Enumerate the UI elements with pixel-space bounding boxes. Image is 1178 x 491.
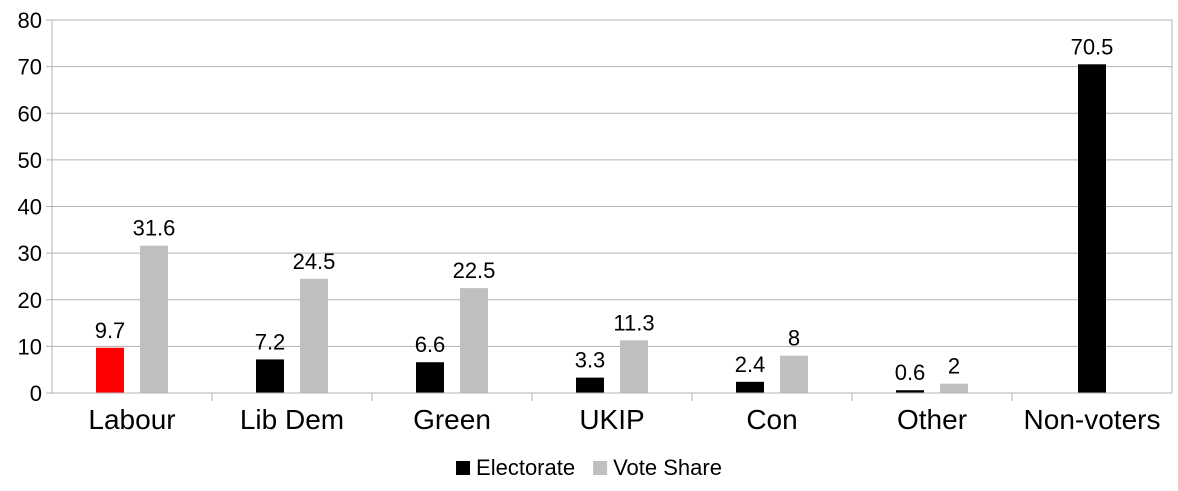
x-tick-label: Other	[897, 404, 967, 435]
gridlines	[52, 19, 1172, 394]
data-label: 31.6	[133, 216, 176, 241]
legend-label-electorate: Electorate	[476, 455, 575, 480]
data-label: 22.5	[453, 258, 496, 283]
data-label: 24.5	[293, 249, 336, 274]
bar-vote-share-other	[940, 383, 968, 393]
x-tick-label: Labour	[88, 404, 175, 435]
legend-label-vote-share: Vote Share	[613, 455, 722, 480]
y-tick-label: 70	[18, 55, 42, 80]
x-tick-label: UKIP	[579, 404, 644, 435]
legend-swatch-electorate	[456, 461, 471, 475]
y-tick-label: 80	[18, 8, 42, 33]
axes: 0 10 20 30 40 50 60 70 80 Labour Lib Dem Green UKIP C…	[18, 8, 1173, 435]
plot-area	[51, 19, 1173, 394]
data-label: 8	[788, 326, 800, 351]
bar-electorate-lib-dem	[256, 359, 284, 393]
x-tick-label: Con	[746, 404, 797, 435]
bar-electorate-other	[896, 390, 924, 393]
bar-electorate-non-voters	[1078, 64, 1106, 393]
legend-swatch-vote-share	[593, 461, 608, 475]
bar-vote-share-lib-dem	[300, 278, 328, 393]
bars	[96, 64, 1106, 393]
bar-vote-share-ukip	[620, 340, 648, 393]
x-tick-label: Lib Dem	[240, 404, 344, 435]
bar-electorate-ukip	[576, 377, 604, 393]
data-label: 70.5	[1071, 34, 1114, 59]
data-labels: 9.7 31.6 7.2 24.5 6.6 22.5 3.3 11.3 2.4 8 0.6 2 70.5	[95, 34, 1114, 385]
bar-electorate-labour	[96, 347, 124, 393]
y-tick-label: 20	[18, 288, 42, 313]
bar-vote-share-con	[780, 355, 808, 393]
y-tick-label: 50	[18, 148, 42, 173]
y-tick-label: 60	[18, 101, 42, 126]
data-label: 9.7	[95, 318, 126, 343]
data-label: 0.6	[895, 360, 926, 385]
bar-electorate-con	[736, 381, 764, 393]
y-tick-label: 10	[18, 334, 42, 359]
y-tick-label: 40	[18, 195, 42, 220]
x-tick-label: Green	[413, 404, 491, 435]
data-label: 11.3	[613, 310, 654, 335]
data-label: 2.4	[735, 352, 766, 377]
data-label: 3.3	[575, 348, 606, 373]
bar-vote-share-green	[460, 288, 488, 393]
bar-electorate-green	[416, 362, 444, 393]
legend: Electorate Vote Share	[456, 455, 722, 480]
data-label: 6.6	[415, 332, 446, 357]
bar-vote-share-labour	[140, 245, 168, 393]
x-tick-label: Non-voters	[1024, 404, 1161, 435]
data-label: 7.2	[255, 329, 286, 354]
y-tick-label: 30	[18, 241, 42, 266]
data-label: 2	[948, 354, 960, 379]
y-tick-label: 0	[30, 381, 42, 406]
